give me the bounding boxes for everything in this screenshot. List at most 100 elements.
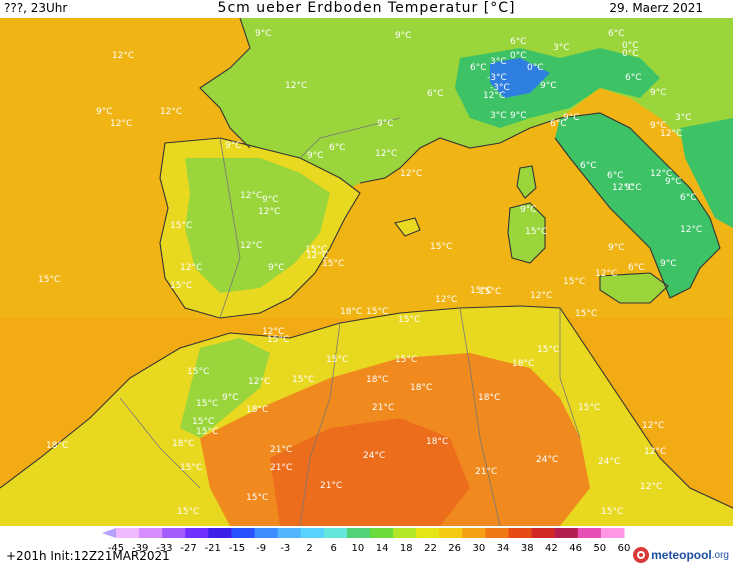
temperature-label: 24°C xyxy=(598,457,620,467)
temperature-label: 0°C xyxy=(622,41,639,51)
temperature-label: 12°C xyxy=(160,107,182,117)
temperature-label: 12°C xyxy=(240,191,262,201)
temperature-label: 6°C xyxy=(510,37,527,47)
temperature-label: 9°C xyxy=(520,205,537,215)
temperature-label: 15°C xyxy=(187,367,209,377)
legend-swatch xyxy=(208,528,232,538)
temperature-label: 15°C xyxy=(366,307,388,317)
legend-swatch xyxy=(370,528,394,538)
legend-swatch xyxy=(393,528,417,538)
temperature-label: 12°C xyxy=(612,183,634,193)
forecast-info: +201h Init:12Z21MAR2021 xyxy=(6,549,170,563)
temperature-label: 15°C xyxy=(395,355,417,365)
valid-date: 29. Maerz 2021 xyxy=(609,1,703,15)
temperature-map: 12°C9°C 9°C6°C3°C0°C6°C0°C0°C6°C3°C-3°C0°… xyxy=(0,18,733,526)
temperature-label: 15°C xyxy=(326,355,348,365)
legend-tick-label: 14 xyxy=(376,543,389,554)
meteopool-logo[interactable]: meteopool .org xyxy=(633,545,729,565)
temperature-label: 18°C xyxy=(478,393,500,403)
temperature-label: 9°C xyxy=(255,29,272,39)
temperature-label: 15°C xyxy=(479,287,501,297)
legend-tick-label: -39 xyxy=(132,543,148,554)
legend-tick-label: 6 xyxy=(331,543,337,554)
legend-tick-label: 22 xyxy=(424,543,437,554)
temperature-label: 15°C xyxy=(177,507,199,517)
logo-text: meteopool xyxy=(651,548,712,562)
temperature-label: 12°C xyxy=(530,291,552,301)
temperature-label: 12°C xyxy=(400,169,422,179)
temperature-label: 12°C xyxy=(375,149,397,159)
land-sicily xyxy=(600,273,668,303)
temperature-label: 9°C xyxy=(665,177,682,187)
temperature-label: -3°C xyxy=(487,73,507,83)
legend-tick-label: -45 xyxy=(108,543,124,554)
temperature-label: 15°C xyxy=(180,463,202,473)
temperature-label: 24°C xyxy=(536,455,558,465)
legend-tick-label: -15 xyxy=(229,543,245,554)
logo-text-suffix: .org xyxy=(711,549,729,561)
legend-swatch xyxy=(462,528,486,538)
temperature-label: 12°C xyxy=(240,241,262,251)
temperature-label: 15°C xyxy=(322,259,344,269)
borders xyxy=(119,117,581,526)
temperature-label: 12°C xyxy=(435,295,457,305)
legend-tick-label: -33 xyxy=(156,543,172,554)
temperature-label: 3°C xyxy=(490,57,507,67)
temperature-label: 9°C xyxy=(540,81,557,91)
legend-tick-label: 34 xyxy=(497,543,510,554)
legend-swatch xyxy=(508,528,533,538)
temperature-label: 12°C xyxy=(306,251,328,261)
temperature-label: 18°C xyxy=(366,375,388,385)
color-legend: -45 -39 -33 -27 -21 -15 -9 -3 2 6 10 14 18 22 26 30 34 38… xyxy=(102,528,630,554)
temperature-label: 3°C xyxy=(675,113,692,123)
legend-tick-label: 18 xyxy=(400,543,413,554)
temperature-label: 18°C xyxy=(172,439,194,449)
legend-tick-label: -9 xyxy=(256,543,266,554)
temperature-label: 21°C xyxy=(320,481,342,491)
temperature-label: 9°C xyxy=(96,107,113,117)
temperature-label: 6°C xyxy=(607,171,624,181)
temperature-label: 15°C xyxy=(38,275,60,285)
temperature-label: 24°C xyxy=(363,451,385,461)
legend-tick-label: 10 xyxy=(352,543,365,554)
temperature-label: 15°C xyxy=(267,335,289,345)
temperature-label: 9°C xyxy=(222,393,239,403)
legend-swatch xyxy=(531,528,556,538)
legend-swatch xyxy=(162,528,186,538)
temperature-label: 12°C xyxy=(483,91,505,101)
temperature-label: 15°C xyxy=(292,375,314,385)
legend-swatch xyxy=(485,528,510,538)
temperature-label: 3°C xyxy=(490,111,507,121)
temperature-label: 18°C xyxy=(340,307,362,317)
temperature-label: 12°C xyxy=(112,51,134,61)
temperature-labels: 12°C9°C 9°C6°C3°C0°C6°C0°C0°C6°C3°C-3°C0°… xyxy=(38,29,702,517)
land-sardinia xyxy=(508,203,545,263)
legend-tick-label: 50 xyxy=(593,543,606,554)
temperature-label: 15°C xyxy=(170,281,192,291)
legend-swatch xyxy=(600,528,625,538)
temperature-label: 15°C xyxy=(170,221,192,231)
temperature-label: 12°C xyxy=(680,225,702,235)
legend-swatch xyxy=(185,528,209,538)
temperature-label: 12°C xyxy=(650,169,672,179)
temperature-label: 15°C xyxy=(525,227,547,237)
legend-swatch xyxy=(116,528,140,538)
temperature-label: 9°C xyxy=(262,195,279,205)
temperature-label: 15°C xyxy=(563,277,585,287)
legend-swatch xyxy=(577,528,602,538)
legend-swatch xyxy=(554,528,579,538)
temperature-label: 6°C xyxy=(628,263,645,273)
temperature-label: 12°C xyxy=(258,207,280,217)
temperature-label: 6°C xyxy=(625,73,642,83)
temperature-label: 0°C xyxy=(622,49,639,59)
temperature-label: 15°C xyxy=(430,242,452,252)
legend-swatch xyxy=(346,528,371,538)
temperature-label: 9°C xyxy=(625,183,642,193)
temperature-label: 9°C xyxy=(268,263,285,273)
temperature-label: 12°C xyxy=(285,81,307,91)
legend-tick-label: -27 xyxy=(180,543,196,554)
temperature-label: 18°C xyxy=(512,359,534,369)
temperature-label: 6°C xyxy=(427,89,444,99)
land-balearics xyxy=(395,218,420,236)
temperature-label: 9°C xyxy=(660,259,677,269)
